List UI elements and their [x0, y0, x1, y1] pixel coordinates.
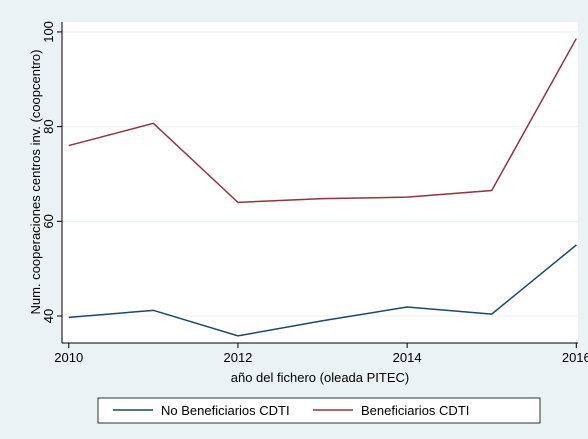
x-tick-label: 2016 — [562, 350, 588, 365]
y-tick-label: 40 — [41, 309, 56, 323]
x-tick-label: 2012 — [223, 350, 252, 365]
y-tick-label: 80 — [41, 119, 56, 133]
line-series — [68, 38, 577, 204]
x-tick-label: 2014 — [393, 350, 422, 365]
x-tick-label: 2010 — [54, 350, 83, 365]
legend-label: Beneficiarios CDTI — [361, 403, 469, 418]
legend-label: No Beneficiarios CDTI — [161, 403, 290, 418]
x-axis-label: año del fichero (oleada PITEC) — [231, 370, 409, 385]
y-tick-label: 100 — [41, 21, 56, 43]
line-series — [68, 244, 577, 337]
plot-area — [62, 22, 578, 343]
y-tick-label: 60 — [41, 214, 56, 228]
y-axis-label: Num. cooperaciones centros inv. (coopcen… — [28, 50, 43, 315]
